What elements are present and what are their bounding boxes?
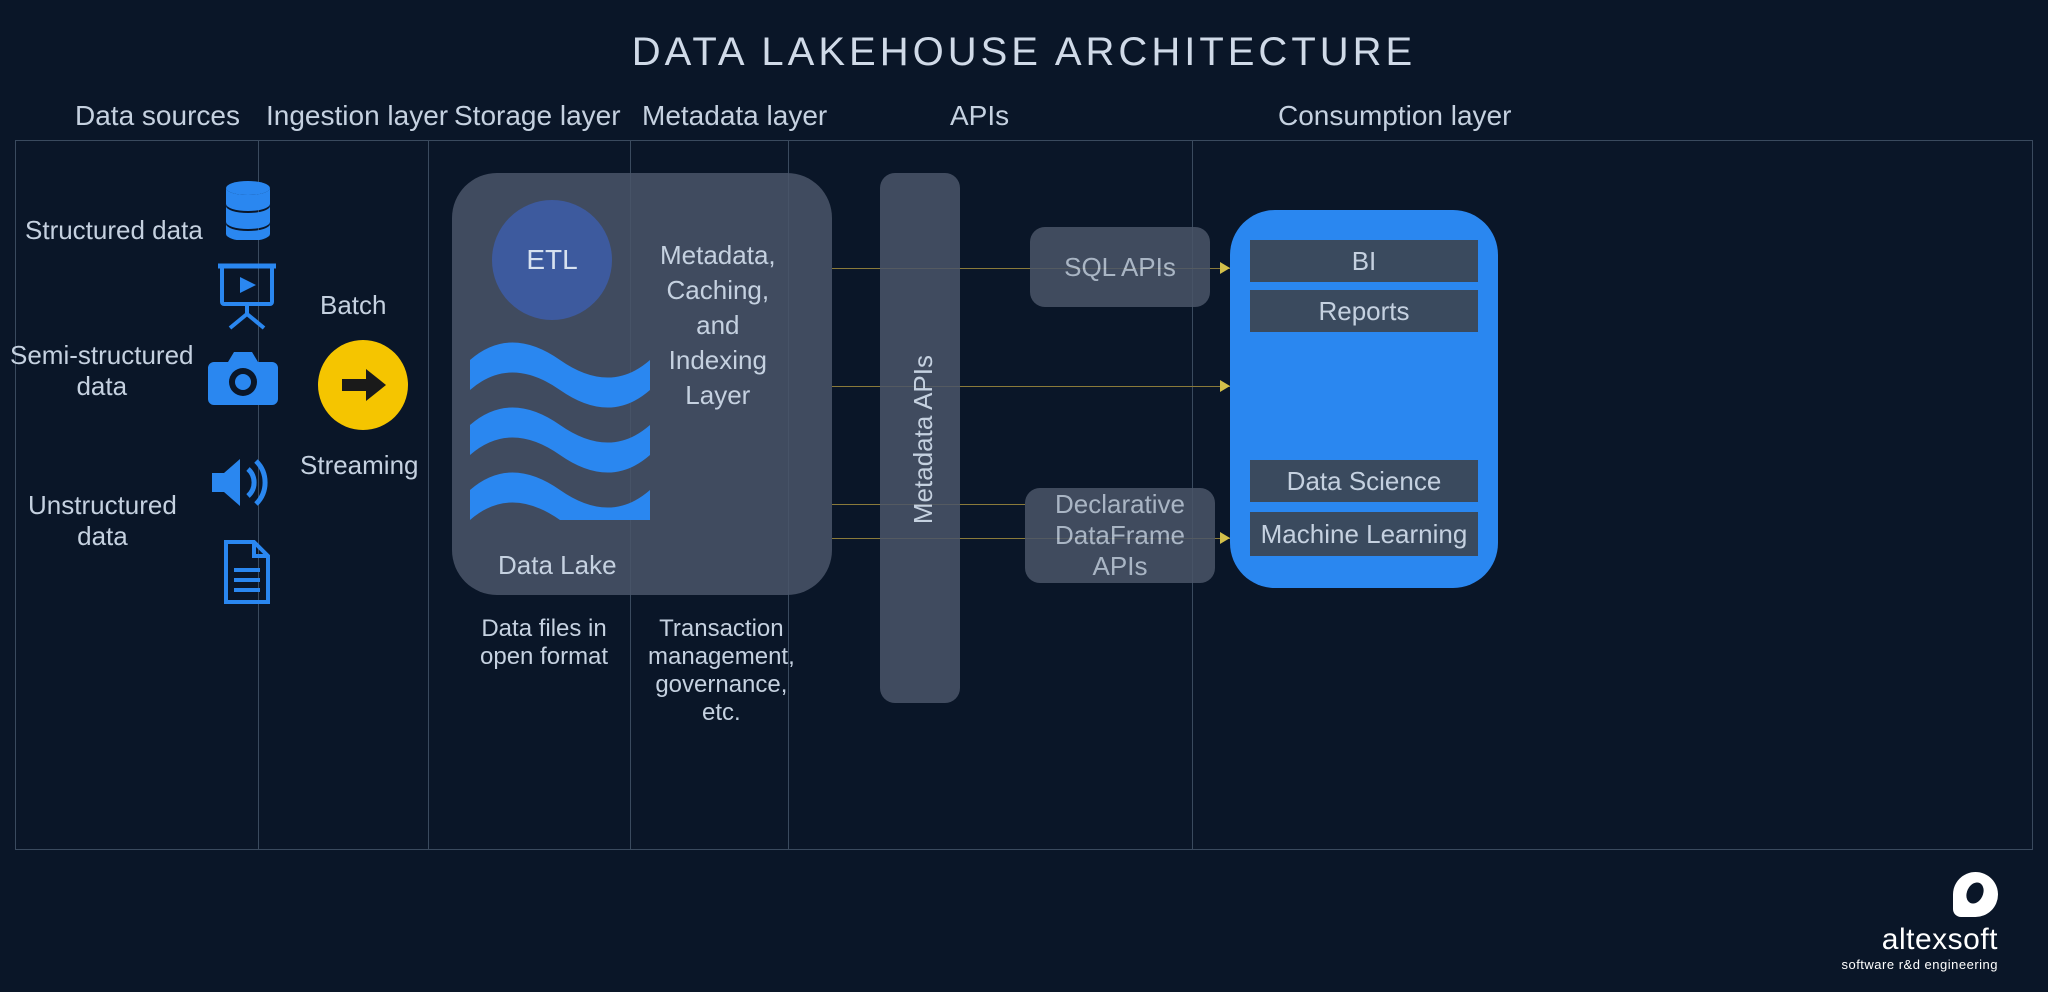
connector-1-arrow <box>1220 262 1230 274</box>
speaker-icon <box>210 455 270 510</box>
divider-2 <box>428 140 429 850</box>
diagram-frame <box>15 140 2033 850</box>
etl-circle: ETL <box>492 200 612 320</box>
diagram-title: DATA LAKEHOUSE ARCHITECTURE <box>0 0 2048 95</box>
label-unstructured: Unstructured data <box>28 490 177 552</box>
consumption-ml: Machine Learning <box>1250 512 1478 556</box>
ingestion-arrow-icon <box>318 340 408 430</box>
metadata-sublabel: Transaction management, governance, etc. <box>648 615 795 727</box>
col-header-consumption: Consumption layer <box>1278 100 1511 132</box>
col-header-metadata: Metadata layer <box>642 100 827 132</box>
batch-label: Batch <box>320 290 387 321</box>
camera-icon <box>208 350 278 405</box>
data-lake-label: Data Lake <box>498 550 617 581</box>
presentation-icon <box>218 260 276 330</box>
label-semistructured: Semi-structured data <box>10 340 194 402</box>
document-icon <box>222 540 272 604</box>
database-icon <box>224 180 272 240</box>
sql-apis-box: SQL APIs <box>1030 227 1210 307</box>
data-lake-waves-icon <box>460 320 660 520</box>
logo-tagline: software r&d engineering <box>1841 957 1998 972</box>
streaming-label: Streaming <box>300 450 419 481</box>
consumption-data-science: Data Science <box>1250 460 1478 502</box>
consumption-bi: BI <box>1250 240 1478 282</box>
footer-logo: altexsoft software r&d engineering <box>1841 872 1998 972</box>
label-structured: Structured data <box>25 215 203 246</box>
connector-4-arrow <box>1220 532 1230 544</box>
col-header-data-sources: Data sources <box>75 100 240 132</box>
col-header-ingestion: Ingestion layer <box>266 100 448 132</box>
consumption-reports: Reports <box>1250 290 1478 332</box>
logo-mark-icon <box>1953 872 1998 917</box>
storage-sublabel: Data files in open format <box>480 615 608 671</box>
metadata-layer-label: Metadata, Caching, and Indexing Layer <box>660 238 776 413</box>
logo-brand: altexsoft <box>1841 923 1998 957</box>
col-header-storage: Storage layer <box>454 100 621 132</box>
connector-2-arrow <box>1220 380 1230 392</box>
col-header-apis: APIs <box>950 100 1009 132</box>
dataframe-apis-box: Declarative DataFrame APIs <box>1025 488 1215 583</box>
metadata-apis-label: Metadata APIs <box>908 355 939 524</box>
